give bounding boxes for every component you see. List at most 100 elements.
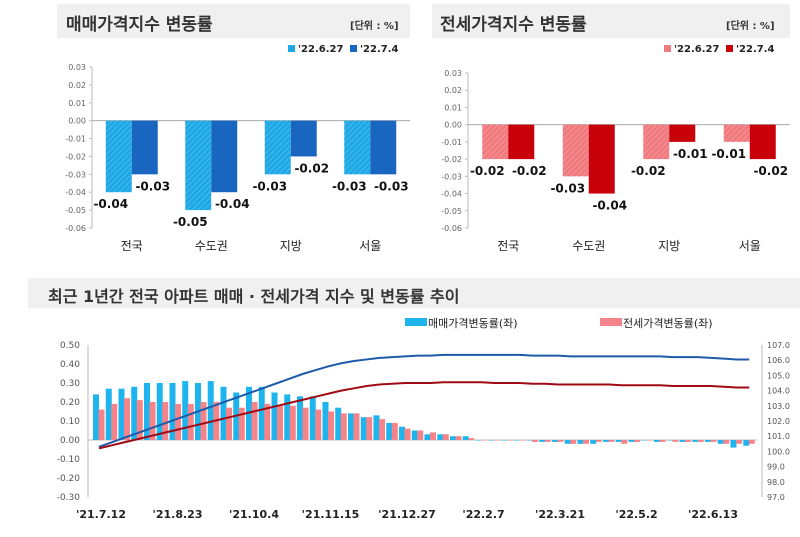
bar bbox=[131, 386, 138, 440]
bar bbox=[723, 440, 730, 444]
bar bbox=[315, 409, 322, 440]
bar bbox=[603, 440, 609, 442]
legend-swatch bbox=[664, 45, 671, 52]
bar bbox=[169, 383, 176, 440]
bar bbox=[131, 120, 158, 175]
bar bbox=[370, 120, 397, 175]
left-tick-label: 0.40 bbox=[60, 360, 80, 370]
y-tick-label: -0.06 bbox=[441, 224, 462, 233]
data-label: -0.01 bbox=[673, 147, 708, 161]
bar bbox=[136, 400, 143, 440]
bar bbox=[646, 440, 653, 441]
bar bbox=[564, 440, 571, 444]
bar bbox=[615, 440, 622, 442]
bar bbox=[577, 440, 584, 444]
bar bbox=[124, 398, 130, 440]
bar bbox=[697, 440, 704, 442]
bar bbox=[424, 434, 431, 440]
bar bbox=[488, 440, 495, 441]
trend-chart-title: 최근 1년간 전국 아파트 매매 · 전세가격 지수 및 변동률 추이 bbox=[48, 287, 460, 306]
legend-swatch bbox=[288, 45, 295, 52]
category-label: 전국 bbox=[121, 239, 143, 253]
legend-swatch bbox=[726, 45, 733, 52]
y-tick-label: 0.02 bbox=[444, 86, 462, 95]
y-tick-label: 0.03 bbox=[68, 63, 86, 72]
legend-label: '22.6.27 bbox=[674, 44, 719, 55]
right-tick-label: 104.0 bbox=[767, 387, 790, 396]
bar bbox=[277, 405, 283, 440]
bar bbox=[552, 440, 558, 442]
right-tick-label: 105.0 bbox=[767, 371, 790, 380]
bar bbox=[391, 422, 398, 440]
bar bbox=[628, 440, 635, 442]
bar bbox=[271, 392, 278, 440]
data-label: -0.02 bbox=[294, 161, 329, 175]
y-tick-label: -0.01 bbox=[441, 138, 462, 147]
data-label: -0.02 bbox=[753, 164, 788, 178]
right-tick-label: 97.0 bbox=[767, 493, 785, 502]
legend-label: '22.6.27 bbox=[298, 44, 343, 55]
bar bbox=[590, 440, 597, 444]
y-tick-label: -0.02 bbox=[65, 152, 86, 161]
bar bbox=[455, 436, 462, 440]
bar bbox=[386, 422, 393, 440]
x-tick-label: '22.6.13 bbox=[688, 508, 738, 521]
bar bbox=[526, 440, 533, 441]
bar bbox=[481, 440, 487, 441]
bar bbox=[118, 388, 125, 440]
jeonse-chart-title: 전세가격지수 변동률 bbox=[440, 15, 587, 35]
bar bbox=[417, 430, 424, 440]
right-tick-label: 100.0 bbox=[767, 447, 790, 456]
bar bbox=[309, 396, 316, 440]
category-label: 지방 bbox=[658, 239, 680, 253]
bar bbox=[669, 124, 696, 142]
data-label: -0.03 bbox=[332, 179, 367, 193]
bar bbox=[621, 440, 628, 444]
bar bbox=[105, 388, 112, 440]
data-label: -0.04 bbox=[93, 197, 128, 211]
bar bbox=[322, 402, 329, 440]
x-tick-label: '21.8.23 bbox=[153, 508, 203, 521]
y-tick-label: -0.03 bbox=[441, 172, 462, 181]
category-label: 서울 bbox=[739, 239, 761, 253]
bar bbox=[654, 440, 660, 442]
bar bbox=[289, 405, 296, 440]
right-tick-label: 102.0 bbox=[767, 417, 790, 426]
bar bbox=[723, 124, 750, 142]
x-tick-label: '21.11.15 bbox=[302, 508, 360, 521]
bar bbox=[583, 440, 589, 444]
bar bbox=[532, 440, 538, 442]
y-tick-label: 0.03 bbox=[444, 69, 462, 78]
bar bbox=[659, 440, 666, 442]
bar bbox=[187, 403, 194, 440]
left-tick-label: 0.00 bbox=[60, 436, 80, 446]
data-label: -0.02 bbox=[470, 164, 505, 178]
category-label: 서울 bbox=[359, 239, 381, 253]
bar bbox=[506, 440, 513, 441]
bar bbox=[643, 124, 670, 160]
legend-label: '22.7.4 bbox=[736, 44, 775, 55]
index-line bbox=[98, 353, 750, 448]
bar bbox=[207, 381, 214, 440]
bar bbox=[93, 394, 99, 440]
bar bbox=[501, 440, 507, 441]
y-tick-label: -0.04 bbox=[65, 188, 86, 197]
bar bbox=[705, 440, 711, 442]
left-tick-label: 0.50 bbox=[60, 341, 80, 351]
sale-unit: [단위 : %] bbox=[350, 21, 399, 32]
bar bbox=[608, 440, 615, 442]
x-tick-label: '22.5.2 bbox=[615, 508, 657, 521]
legend-swatch bbox=[350, 45, 357, 52]
data-label: -0.03 bbox=[135, 179, 170, 193]
bar bbox=[284, 394, 291, 440]
bar bbox=[379, 419, 385, 440]
data-label: -0.02 bbox=[631, 164, 666, 178]
right-tick-label: 98.0 bbox=[767, 478, 785, 487]
bar bbox=[692, 440, 699, 442]
y-tick-label: -0.03 bbox=[65, 170, 86, 179]
bar bbox=[156, 383, 163, 440]
jeonse-title-bar bbox=[432, 4, 790, 38]
bar bbox=[251, 402, 258, 440]
bar bbox=[373, 415, 380, 440]
